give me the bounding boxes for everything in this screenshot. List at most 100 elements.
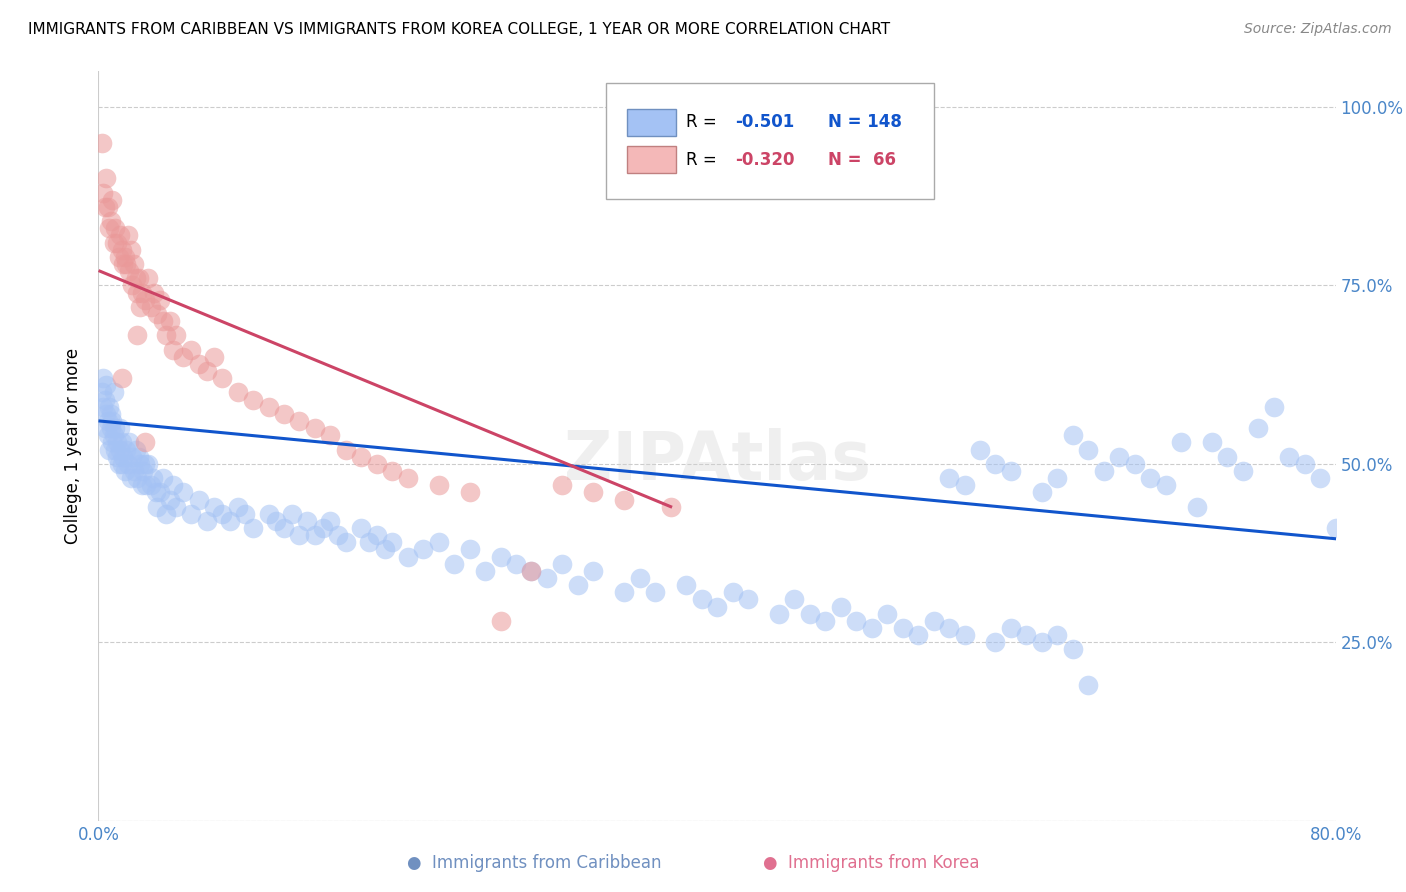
Point (129, 457, 152, 471)
Point (551, 478, 574, 492)
Point (127, 285, 149, 300)
Point (953, 628, 976, 642)
Text: ZIPAtlas: ZIPAtlas (564, 428, 870, 494)
Point (1000, 621, 1022, 635)
Point (134, 457, 156, 471)
Point (288, 528, 311, 542)
Point (96, 171, 118, 186)
Point (768, 607, 790, 621)
Point (139, 478, 162, 492)
Point (1046, 471, 1069, 485)
Point (112, 257, 135, 271)
Point (162, 478, 184, 492)
Point (1031, 485, 1053, 500)
Point (412, 542, 434, 557)
Point (304, 528, 326, 542)
Point (165, 500, 187, 514)
Point (489, 614, 512, 628)
Point (721, 585, 744, 599)
Point (814, 614, 837, 628)
Point (172, 350, 194, 364)
Point (938, 471, 960, 485)
Point (690, 592, 713, 607)
Point (876, 607, 898, 621)
Point (135, 478, 157, 492)
Point (172, 485, 194, 500)
Point (706, 599, 728, 614)
Point (938, 621, 960, 635)
Point (124, 271, 146, 285)
Point (134, 435, 156, 450)
Point (120, 243, 142, 257)
Point (242, 392, 264, 407)
Point (1062, 428, 1084, 442)
Point (613, 585, 636, 599)
Point (396, 549, 419, 564)
Point (335, 535, 357, 549)
Point (1263, 400, 1285, 414)
Point (111, 457, 132, 471)
Point (101, 193, 124, 207)
Point (118, 435, 141, 450)
Point (396, 471, 419, 485)
Point (124, 442, 146, 457)
Point (474, 564, 496, 578)
Point (128, 271, 150, 285)
Point (162, 343, 184, 357)
Point (104, 442, 127, 457)
Point (969, 442, 991, 457)
Point (737, 592, 759, 607)
Point (1216, 450, 1239, 464)
Text: N =  66: N = 66 (828, 151, 897, 169)
Point (226, 500, 249, 514)
Point (103, 385, 125, 400)
Point (111, 243, 132, 257)
Point (1031, 635, 1053, 649)
Point (204, 350, 226, 364)
Point (117, 228, 139, 243)
Point (891, 621, 914, 635)
Point (105, 450, 128, 464)
Point (100, 407, 122, 421)
Point (90, 136, 112, 150)
Point (304, 421, 326, 435)
Text: Source: ZipAtlas.com: Source: ZipAtlas.com (1244, 22, 1392, 37)
Point (103, 428, 125, 442)
Point (108, 421, 131, 435)
Point (264, 514, 288, 528)
Point (122, 257, 145, 271)
Point (90, 385, 112, 400)
Point (111, 435, 132, 450)
Point (132, 464, 155, 478)
FancyBboxPatch shape (606, 83, 934, 199)
Point (1139, 471, 1161, 485)
Point (1015, 628, 1038, 642)
Point (350, 521, 373, 535)
Point (152, 314, 174, 328)
Point (628, 571, 651, 585)
Point (520, 564, 543, 578)
Point (357, 535, 380, 549)
Point (195, 514, 218, 528)
Point (281, 507, 304, 521)
Point (366, 528, 388, 542)
Point (520, 564, 543, 578)
Point (273, 407, 295, 421)
Point (381, 535, 404, 549)
Point (319, 514, 342, 528)
Point (922, 614, 945, 628)
Point (195, 364, 218, 378)
Point (1154, 478, 1177, 492)
Point (149, 293, 172, 307)
Point (98, 442, 121, 457)
Point (1247, 421, 1270, 435)
Point (115, 442, 138, 457)
Point (582, 564, 605, 578)
Point (107, 250, 129, 264)
Point (1077, 678, 1099, 692)
Point (1046, 628, 1069, 642)
Y-axis label: College, 1 year or more: College, 1 year or more (65, 348, 83, 544)
Point (799, 607, 821, 621)
Point (97, 428, 120, 442)
Point (107, 457, 129, 471)
